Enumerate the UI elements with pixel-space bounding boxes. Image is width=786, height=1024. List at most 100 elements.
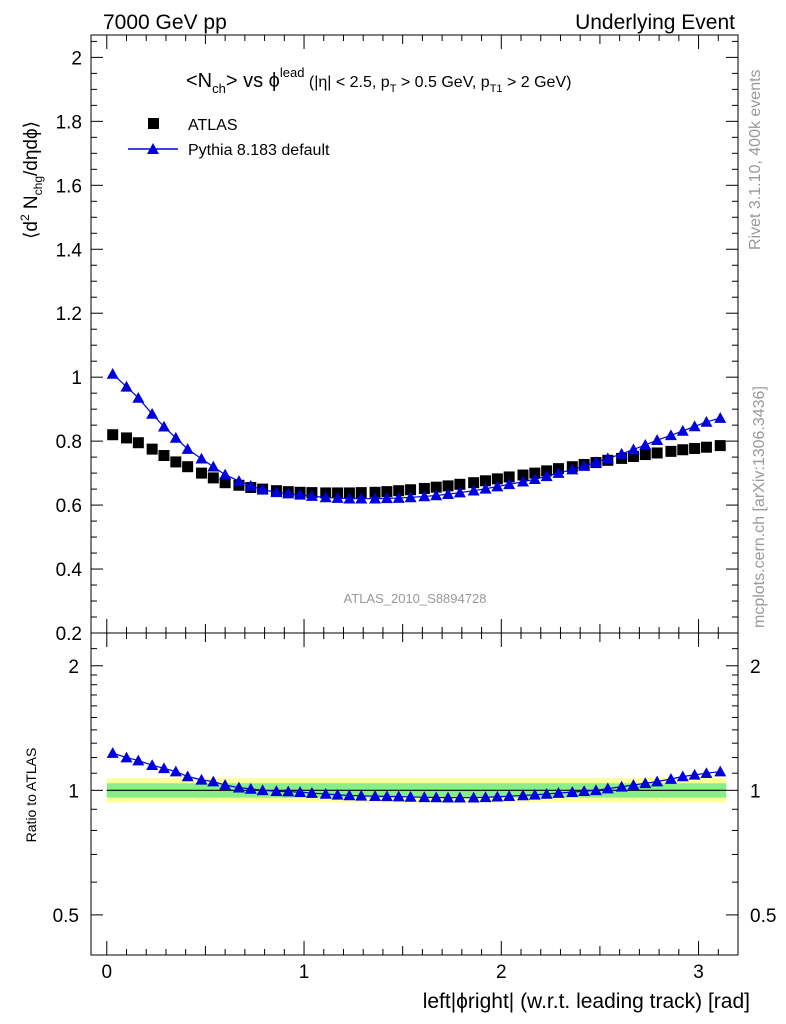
pythia-point bbox=[181, 770, 194, 782]
pythia-point bbox=[256, 483, 269, 495]
ratio-tick-label-left: 2 bbox=[68, 657, 79, 678]
title-sub: ch bbox=[212, 81, 226, 96]
pythia-point bbox=[181, 443, 194, 454]
pythia-point bbox=[700, 767, 713, 779]
mcplots-reference: mcplots.cern.ch [arXiv:1306.3436] bbox=[751, 386, 768, 628]
pythia-point bbox=[157, 762, 170, 774]
pythia-point bbox=[516, 789, 529, 801]
pythia-point bbox=[343, 492, 356, 504]
x-tick-label: 3 bbox=[693, 962, 704, 983]
header-right: Underlying Event bbox=[575, 11, 735, 34]
pythia-point bbox=[404, 491, 417, 503]
ratio-tick-label-left: 0.5 bbox=[53, 906, 79, 927]
atlas-point bbox=[393, 485, 405, 497]
pythia-point bbox=[207, 775, 220, 787]
plot-title: <Nch> vs ϕlead (|η| < 2.5, pT > 0.5 GeV,… bbox=[186, 65, 571, 96]
pythia-point bbox=[714, 765, 727, 777]
pythia-point bbox=[120, 380, 133, 392]
pythia-point bbox=[207, 460, 220, 472]
pythia-point bbox=[442, 488, 455, 500]
y-tick-label: 0.8 bbox=[56, 432, 82, 453]
pythia-point bbox=[615, 447, 628, 459]
pythia-point bbox=[639, 438, 652, 450]
x-tick-label: 1 bbox=[299, 962, 310, 983]
pythia-point bbox=[627, 779, 640, 790]
pythia-point bbox=[503, 478, 516, 490]
main-y-label: ⟨d2 Nchg/dηdϕ⟩ bbox=[18, 121, 45, 239]
atlas-point bbox=[677, 444, 689, 456]
pythia-series bbox=[106, 367, 727, 504]
pythia-point bbox=[676, 770, 689, 782]
y-tick-label: 1.4 bbox=[56, 240, 83, 261]
legend-pythia-label: Pythia 8.183 default bbox=[188, 142, 330, 159]
pythia-point bbox=[418, 490, 431, 502]
pythia-point bbox=[540, 787, 553, 799]
atlas-point bbox=[468, 477, 480, 489]
pythia-point bbox=[503, 790, 516, 801]
pythia-point bbox=[392, 790, 405, 802]
ratio-frame bbox=[90, 632, 739, 956]
pythia-point bbox=[688, 420, 701, 432]
pythia-point bbox=[146, 407, 159, 419]
pythia-point bbox=[651, 434, 664, 445]
atlas-point bbox=[107, 429, 119, 441]
pythia-point bbox=[700, 415, 713, 427]
pythia-point bbox=[305, 787, 318, 798]
atlas-point bbox=[651, 447, 663, 459]
pythia-point bbox=[305, 490, 318, 501]
title-phi: ϕ bbox=[269, 70, 280, 92]
pythia-point bbox=[578, 785, 591, 797]
atlas-point bbox=[700, 441, 712, 453]
rivet-info: Rivet 3.1.10, 400k events bbox=[747, 69, 764, 250]
pythia-point bbox=[270, 486, 283, 498]
pythia-point bbox=[566, 786, 579, 797]
pythia-point bbox=[479, 482, 492, 494]
atlas-point bbox=[369, 486, 381, 498]
y-tick-label: 2 bbox=[71, 48, 82, 69]
pythia-point bbox=[219, 779, 232, 790]
pythia-point bbox=[195, 773, 208, 785]
pythia-point bbox=[664, 429, 677, 441]
title-part: > vs bbox=[226, 70, 269, 92]
atlas-point bbox=[146, 443, 158, 455]
pythia-point bbox=[282, 487, 295, 499]
pythia-point bbox=[491, 790, 504, 802]
pythia-point bbox=[601, 782, 614, 794]
pythia-point bbox=[132, 391, 145, 403]
pythia-point bbox=[106, 747, 119, 758]
legend-atlas-marker bbox=[148, 118, 159, 129]
ratio-panel: 0.5 0.5 1 1 2 2 0 1 2 3 bbox=[53, 632, 776, 983]
title-part: > 2 GeV) bbox=[503, 74, 572, 91]
ratio-tick-label-right: 2 bbox=[750, 657, 761, 678]
pythia-point bbox=[552, 787, 565, 798]
ratio-tick-label-left: 1 bbox=[68, 781, 79, 802]
analysis-watermark: ATLAS_2010_S8894728 bbox=[344, 591, 487, 606]
pythia-point bbox=[552, 467, 565, 478]
ratio-y-axis: 0.5 0.5 1 1 2 2 bbox=[53, 648, 776, 927]
pythia-point bbox=[601, 452, 614, 464]
series-line bbox=[112, 373, 721, 500]
atlas-point bbox=[714, 440, 726, 452]
pythia-point bbox=[664, 773, 677, 784]
pythia-point bbox=[294, 488, 307, 500]
atlas-point bbox=[219, 477, 231, 489]
pythia-point bbox=[528, 788, 541, 800]
atlas-point bbox=[405, 484, 417, 496]
y-tick-label: 1.8 bbox=[56, 112, 82, 133]
y-tick-label: 0.2 bbox=[56, 624, 82, 645]
pythia-point bbox=[714, 412, 727, 423]
pythia-point bbox=[566, 463, 579, 475]
title-sub: T bbox=[390, 83, 397, 95]
pythia-point bbox=[516, 475, 529, 487]
pythia-point bbox=[146, 759, 159, 771]
atlas-point bbox=[430, 481, 442, 493]
pythia-point bbox=[331, 492, 344, 503]
pythia-point bbox=[120, 751, 133, 763]
atlas-point bbox=[121, 432, 133, 444]
legend: ATLAS Pythia 8.183 default bbox=[128, 117, 330, 159]
pythia-point bbox=[270, 785, 283, 797]
atlas-point bbox=[503, 471, 515, 483]
pythia-point bbox=[232, 475, 245, 486]
pythia-point bbox=[651, 775, 664, 787]
